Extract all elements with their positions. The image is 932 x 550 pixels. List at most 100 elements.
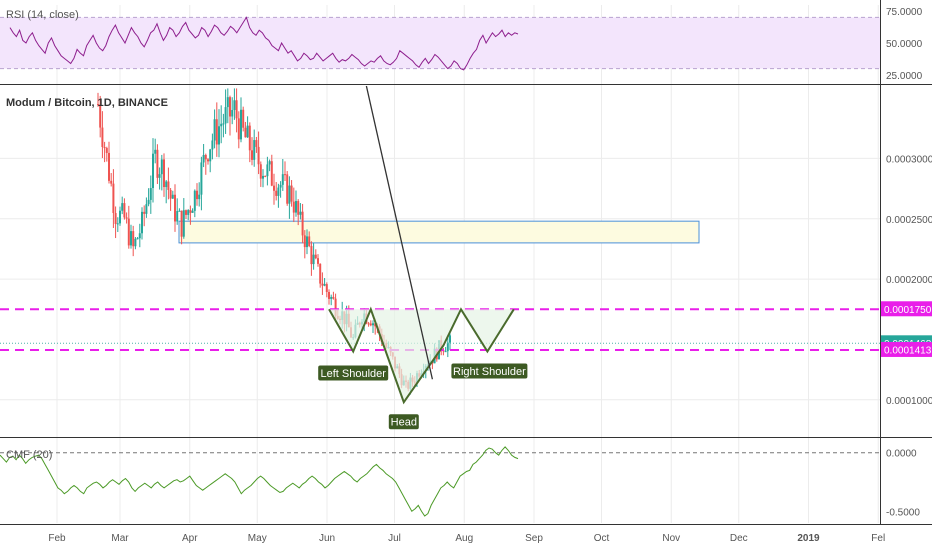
candle-body (114, 213, 117, 224)
rsi-series-line (9, 16, 519, 71)
candle-body (312, 254, 315, 265)
right-shoulder-label: Right Shoulder (451, 363, 528, 379)
candle-body (303, 235, 306, 248)
candle-body (323, 284, 326, 286)
candle-body (319, 263, 322, 284)
candle-body (191, 210, 194, 213)
left-shoulder-label-text: Left Shoulder (320, 368, 386, 380)
time-tick-label: May (248, 533, 267, 544)
time-tick-label: Dec (730, 533, 748, 544)
price-tick-label: 0.0002500 (886, 215, 932, 226)
candle-body (163, 159, 165, 188)
candle-body (301, 211, 304, 236)
price-pane: Modum / Bitcoin, 1D, BINANCE Left Should… (0, 85, 932, 430)
head-label-bg (388, 414, 419, 430)
rsi-tick-label: 50.0000 (886, 39, 923, 50)
price-tag-resistance-upper: 0.0001750 (880, 301, 932, 317)
candle-body (277, 187, 280, 196)
candle-body (275, 190, 278, 196)
candle-body (112, 183, 115, 214)
rsi-band (0, 17, 880, 69)
candle-body (224, 107, 227, 124)
candle-body (123, 203, 126, 218)
candle-body (158, 174, 161, 178)
candle-body (202, 154, 205, 163)
candle-body (211, 140, 214, 150)
candle-body (235, 100, 238, 119)
time-tick-label: Jul (388, 533, 401, 544)
candle-body (209, 149, 212, 162)
candle-body (233, 100, 236, 110)
candle-body (134, 238, 137, 247)
candle-body (178, 210, 181, 212)
candle-body (180, 210, 183, 237)
candle-body (156, 149, 159, 178)
candle-body (237, 118, 240, 140)
candle-body (328, 291, 330, 299)
time-tick-label: Apr (182, 533, 198, 544)
rsi-pane: RSI (14, close) 75.0000 50.0000 25.0000 (0, 7, 923, 82)
candle-body (299, 211, 302, 215)
time-tick-label: Fel (871, 533, 885, 544)
time-axis: Feb Mar Apr May Jun Jul Aug Sep Oct Nov Dec 2019 Fel (48, 533, 885, 544)
candle-body (154, 149, 157, 154)
candle-body (330, 296, 333, 299)
candle-body (334, 298, 337, 316)
candle-body (229, 97, 231, 117)
head-and-shoulders-pattern (328, 306, 515, 405)
candle-body (101, 127, 104, 148)
candle-body (273, 185, 275, 191)
candle-body (204, 154, 207, 160)
candle-body (185, 210, 187, 215)
candle-body (103, 147, 106, 149)
candle-body (248, 125, 251, 151)
candle-body (257, 146, 260, 165)
price-tag-resistance-lower-bg (880, 341, 932, 357)
candle-body (231, 109, 234, 117)
candle-body (314, 254, 317, 259)
candle-body (253, 140, 256, 160)
candle-body (321, 283, 324, 286)
candle-body (132, 231, 135, 247)
candle-body (169, 189, 172, 199)
time-tick-label: Mar (111, 533, 129, 544)
time-tick-label: Oct (594, 533, 610, 544)
candle-body (121, 203, 124, 211)
candle-body (332, 296, 335, 299)
candle-body (264, 175, 267, 177)
candle-body (147, 199, 150, 205)
candle-body (367, 323, 370, 325)
candle-body (207, 159, 209, 162)
time-tick-label: Aug (455, 533, 473, 544)
candle-body (97, 104, 99, 106)
cmf-title: CMF (20) (6, 449, 52, 461)
candle-body (297, 201, 300, 215)
price-tick-label: 0.0002000 (886, 275, 932, 286)
candle-body (449, 335, 451, 343)
candle-body (174, 194, 176, 222)
candle-body (286, 174, 289, 204)
candle-body (160, 159, 163, 175)
time-tick-label: Nov (662, 533, 680, 544)
candle-body (218, 126, 220, 145)
candle-body (200, 162, 203, 195)
candle-body (193, 190, 196, 211)
cmf-tick-label: 0.0000 (886, 449, 917, 460)
price-tag-resistance-upper-text: 0.0001750 (884, 305, 932, 316)
candle-body (310, 246, 313, 265)
time-tick-label: Jun (319, 533, 335, 544)
candle-body (251, 150, 253, 160)
candle-body (444, 351, 447, 353)
left-shoulder-label: Left Shoulder (318, 365, 389, 381)
candle-body (119, 210, 121, 224)
candle-body (105, 148, 108, 153)
candle-body (171, 194, 174, 199)
rsi-tick-label: 75.0000 (886, 7, 923, 18)
price-y-axis: 0.0003000 0.0002500 0.0002000 0.0001000 (886, 154, 932, 406)
candle-body (116, 223, 119, 225)
rsi-tick-label: 25.0000 (886, 71, 923, 82)
candle-body (226, 97, 229, 108)
candle-body (290, 185, 293, 202)
candle-body (182, 210, 185, 237)
